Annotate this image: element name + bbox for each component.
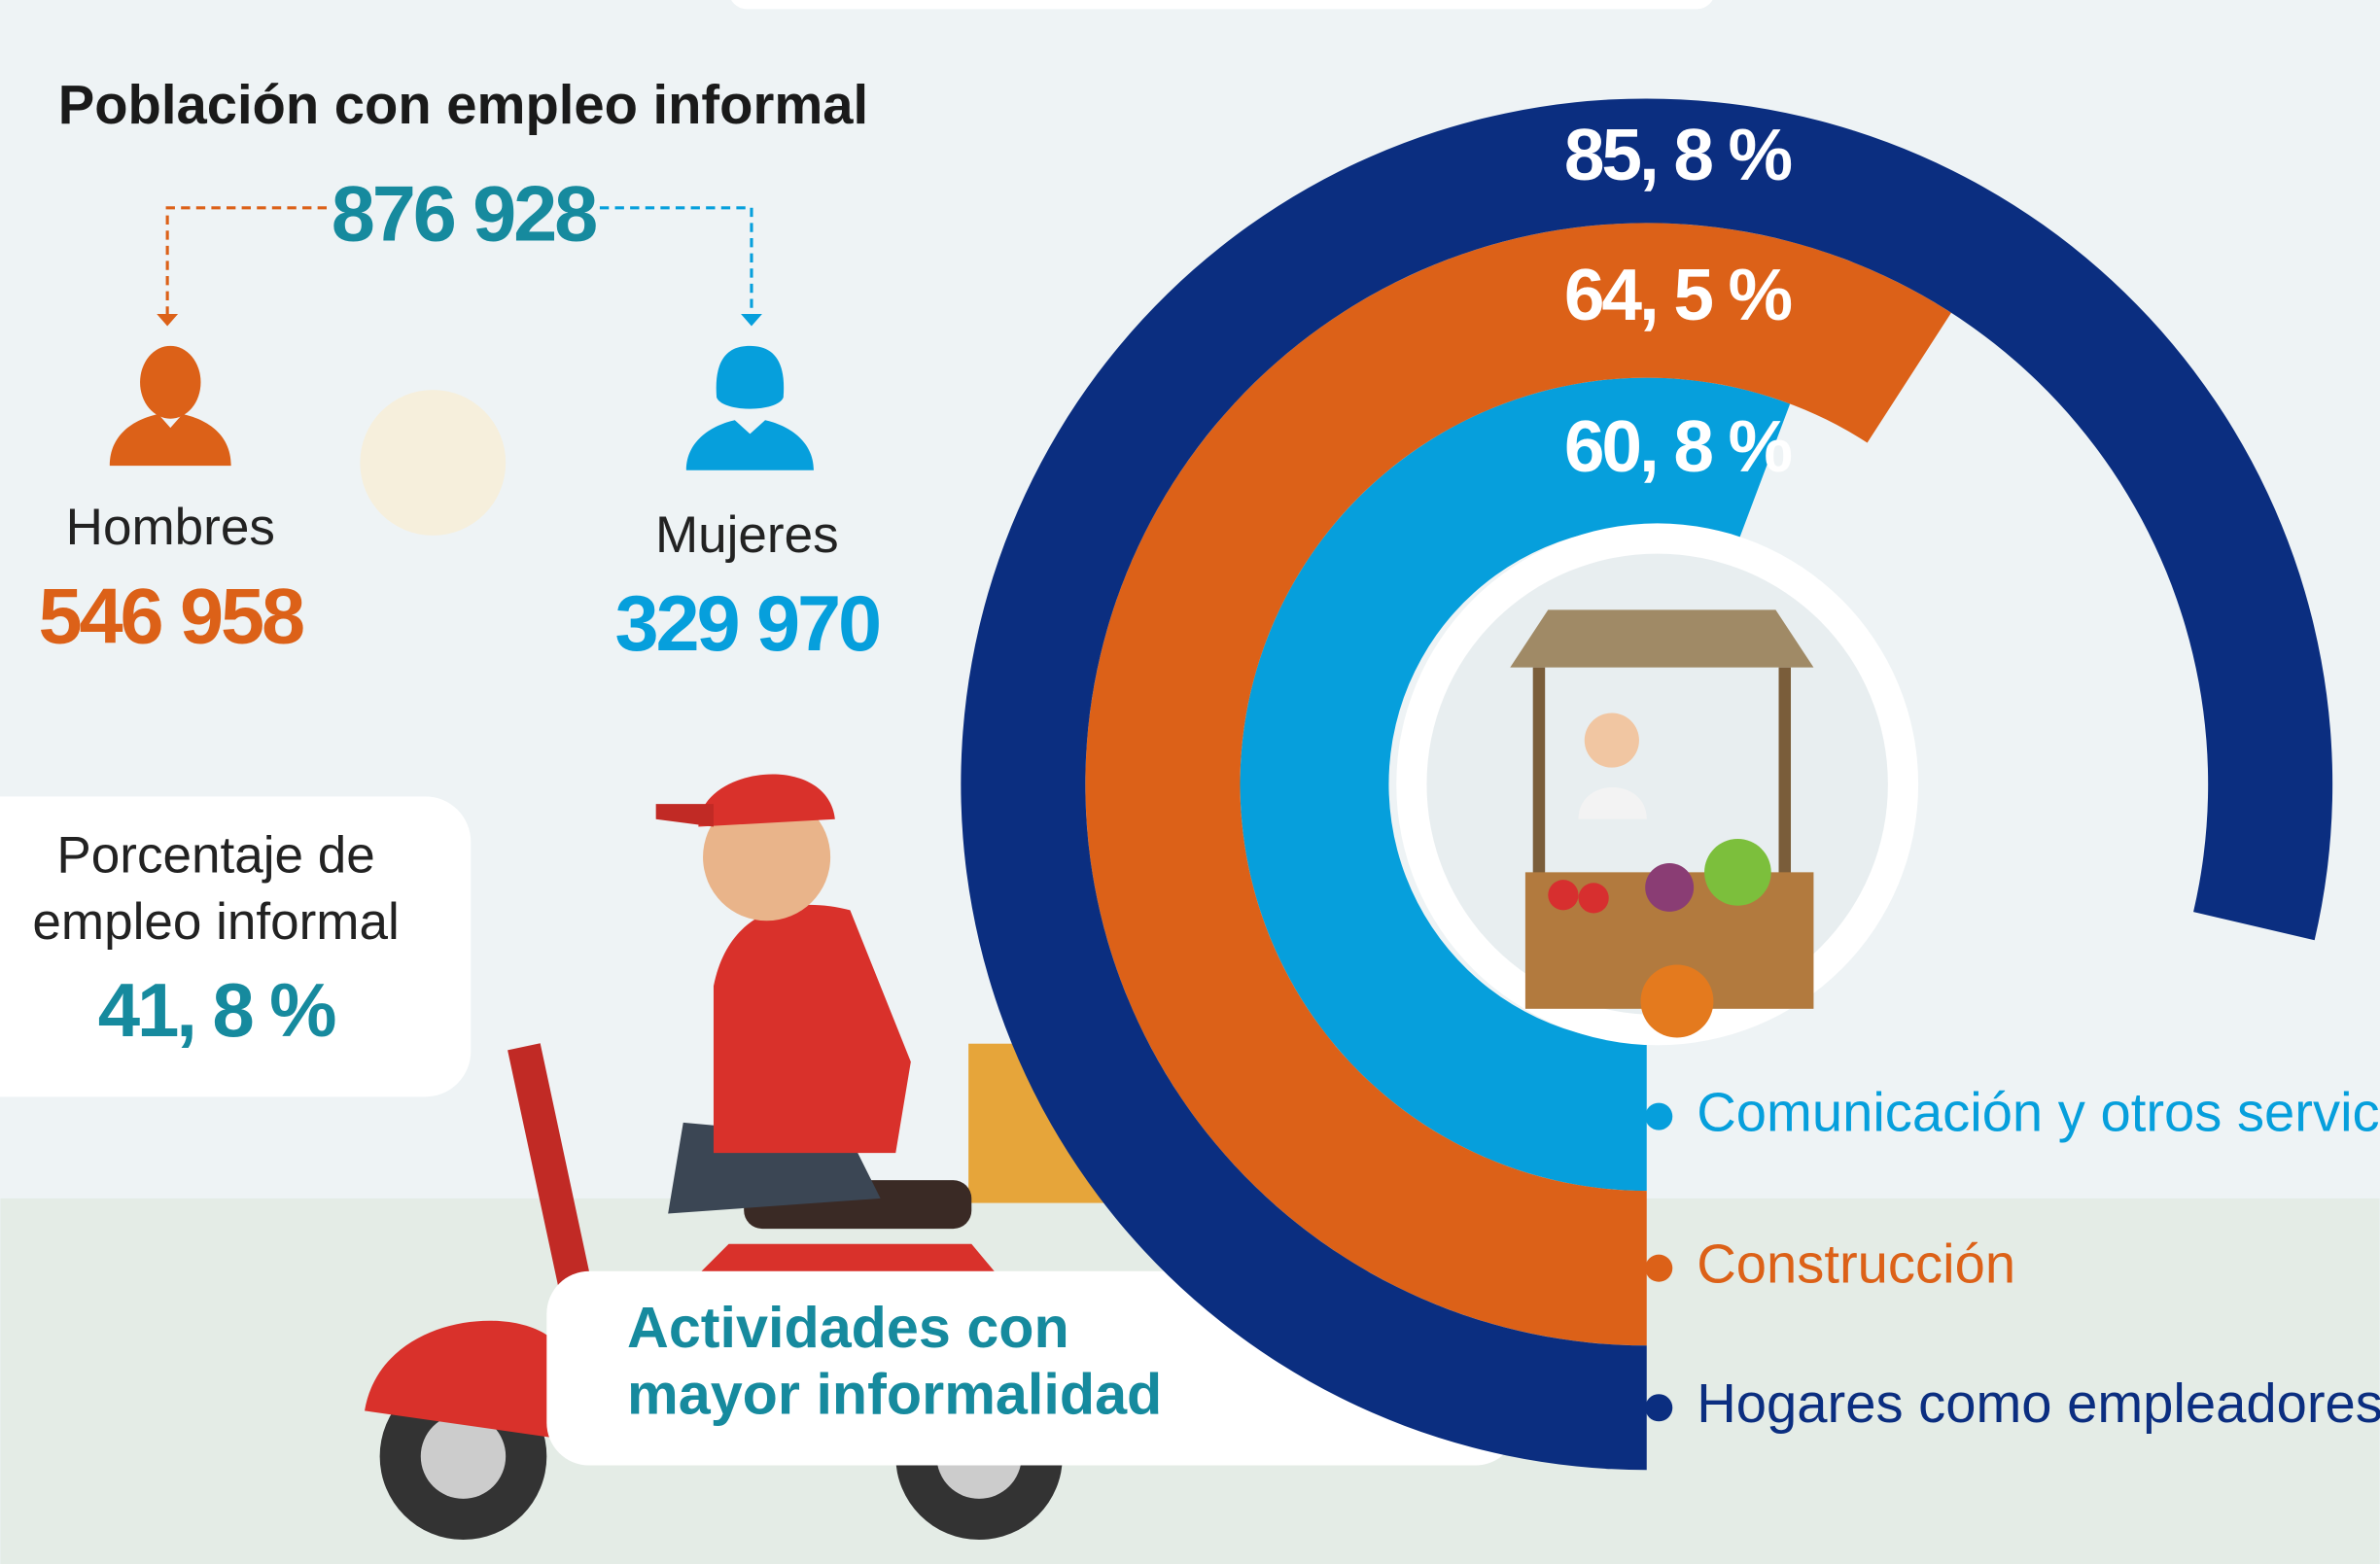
radial-bar <box>1085 223 1951 1346</box>
arrowhead-men <box>157 314 179 327</box>
rate-label: Porcentaje de <box>56 826 374 884</box>
title: Población con empleo informal <box>58 74 868 135</box>
rate-label: empleo informal <box>32 893 399 951</box>
men-value: 546 958 <box>39 573 303 660</box>
legend-label: Comunicación y otros servicios <box>1697 1081 2380 1142</box>
men-label: Hombres <box>66 499 275 556</box>
legend-label: Construcción <box>1697 1234 2015 1295</box>
chart-title: mayor informalidad <box>627 1362 1162 1427</box>
arrowhead-women <box>741 314 762 327</box>
market-illustration <box>1396 523 1919 1046</box>
value-label: 85, 8 % <box>1564 114 1792 195</box>
top-box <box>731 0 1713 10</box>
legend-label: Hogares como empleadores <box>1697 1373 2380 1434</box>
total: 876 928 <box>332 171 596 259</box>
legend-dot <box>1645 1102 1673 1130</box>
radial-chart: 60, 8 % Comunicación y otros servicios 64,… <box>961 98 2380 1471</box>
women-value: 329 970 <box>615 580 879 668</box>
arrow-men <box>165 206 328 319</box>
value-label: 60, 8 % <box>1564 405 1792 487</box>
radial-bar <box>1240 377 1791 1192</box>
chart-title: Actividades con <box>627 1295 1069 1360</box>
sun <box>360 390 507 536</box>
women-label: Mujeres <box>655 506 839 564</box>
rate-value: 41, 8 % <box>98 967 335 1053</box>
value-label: 64, 5 % <box>1564 254 1792 335</box>
men-icon <box>109 345 231 467</box>
legend-dot <box>1645 1394 1673 1422</box>
arrow-women <box>599 206 753 319</box>
women-icon <box>685 345 814 470</box>
rate-box <box>0 796 472 1097</box>
legend-dot <box>1645 1254 1673 1282</box>
